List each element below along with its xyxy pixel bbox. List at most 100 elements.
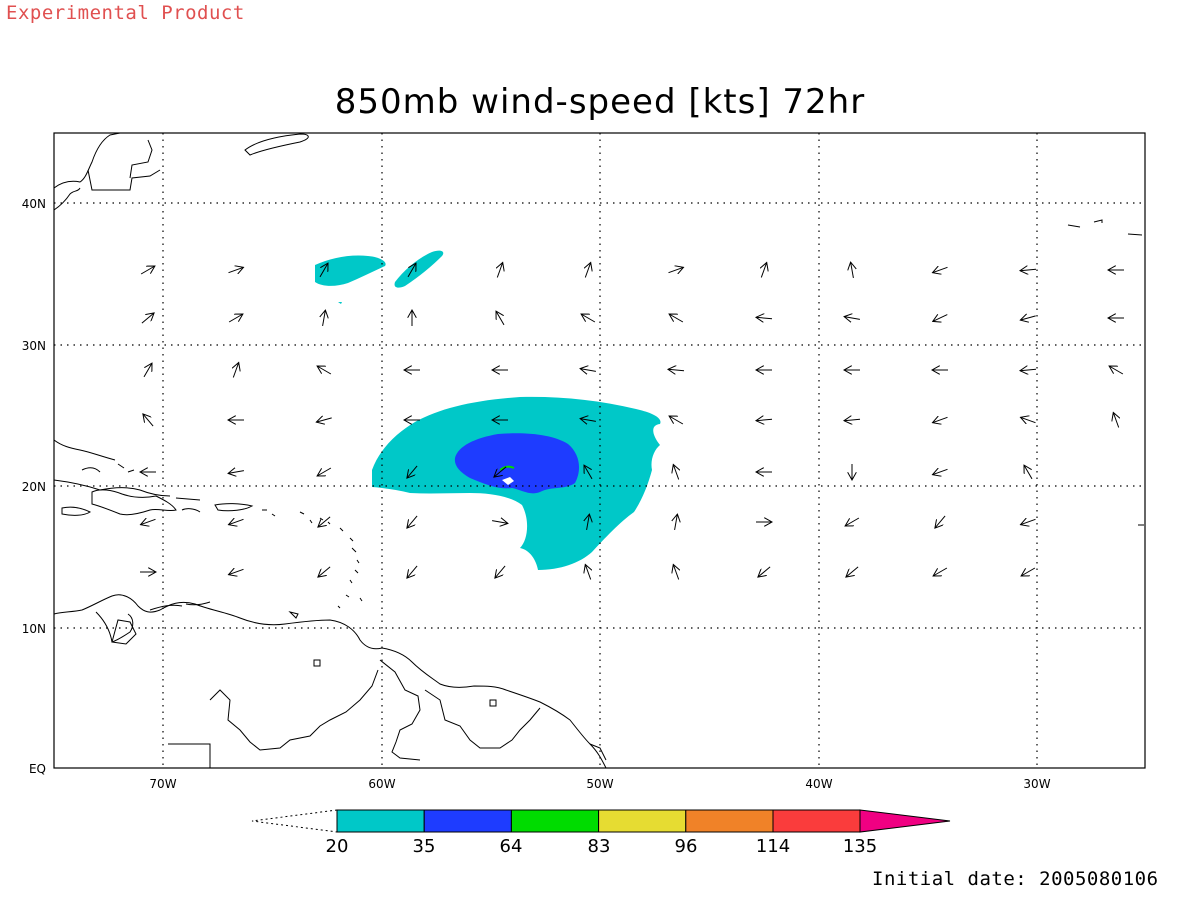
lon-label-40w: 40W (805, 777, 832, 791)
wind-vector (1021, 567, 1036, 576)
wind-vector (1020, 369, 1037, 370)
wind-vector (585, 565, 590, 580)
wind-vector (317, 467, 332, 476)
lon-label-60w: 60W (368, 777, 395, 791)
lat-label-10n: 10N (22, 622, 46, 636)
wind-vector (143, 414, 154, 427)
wind-vector (935, 515, 946, 528)
wind-vector (494, 466, 507, 477)
wind-vector (143, 363, 152, 378)
colorbar-tick-35: 35 (413, 836, 436, 857)
wind-vector (492, 521, 508, 524)
wind-vector (1113, 413, 1118, 428)
wind-vector (669, 314, 684, 323)
wind-vector (758, 566, 771, 577)
wind-vector (318, 516, 331, 527)
wind-vector (1020, 316, 1036, 320)
lon-label-30w: 30W (1023, 777, 1050, 791)
wind-vector (673, 465, 678, 480)
wind-vector (228, 314, 243, 323)
lon-label-70w: 70W (149, 777, 176, 791)
colorbar-box (772, 809, 861, 833)
lat-label-40n: 40N (22, 197, 46, 211)
wind-vector (756, 419, 773, 420)
wind-vector (1109, 366, 1124, 375)
shade-35-64 (454, 433, 580, 494)
wind-vector (233, 363, 238, 378)
wind-vector (844, 317, 860, 320)
colorbar-tick-64: 64 (500, 836, 523, 857)
map-title: 850mb wind-speed [kts] 72hr (334, 82, 866, 122)
wind-vector (141, 519, 156, 524)
wind-vector (846, 566, 859, 577)
wind-vector (587, 514, 590, 530)
colorbar-right-triangle (859, 809, 951, 833)
colorbar-box (336, 809, 425, 833)
initial-date-label: Initial date: 2005080106 (872, 868, 1159, 890)
lat-label-eq: EQ (29, 762, 46, 776)
wind-vector (668, 267, 684, 272)
wind-vector (585, 263, 590, 278)
wind-vector (580, 369, 596, 372)
wind-vector (675, 514, 678, 530)
colorbar: 20 35 64 83 96 114 135 (251, 809, 951, 857)
colorbar-tick-114: 114 (756, 836, 790, 857)
wind-vector (1024, 465, 1033, 480)
shade-20-35 (315, 250, 661, 570)
wind-vector (229, 569, 244, 574)
wind-vector (933, 417, 948, 422)
wind-vector (933, 567, 948, 576)
wind-vector (851, 262, 854, 278)
colorbar-tick-96: 96 (675, 836, 698, 857)
wind-vector (497, 263, 502, 278)
wind-vector (761, 263, 766, 278)
colorbar-box (423, 809, 512, 833)
wind-vector (933, 267, 948, 272)
wind-vector (317, 366, 332, 375)
wind-vector (318, 566, 331, 577)
wind-vector (669, 416, 684, 425)
wind-vector (1021, 519, 1036, 524)
wind-vector (141, 313, 154, 324)
colorbar-tick-20: 20 (326, 836, 349, 857)
wind-vector (584, 465, 593, 480)
coastlines (54, 133, 1144, 768)
wind-vector (580, 419, 596, 422)
colorbar-box (685, 809, 774, 833)
wind-vector (407, 465, 418, 478)
wind-vector (407, 263, 416, 278)
wind-vector (229, 519, 244, 524)
wind-vector (319, 263, 328, 278)
axis-labels: 70W 60W 50W 40W 30W 40N 30N 20N 10N EQ (22, 197, 1051, 791)
colorbar-left-triangle (251, 809, 338, 833)
wind-vector (933, 315, 948, 322)
wind-vector (1020, 269, 1037, 270)
wind-vector (407, 565, 418, 578)
wind-vectors (140, 262, 1124, 580)
lat-label-30n: 30N (22, 339, 46, 353)
wind-vector (845, 517, 860, 526)
wind-vector (1021, 417, 1036, 422)
wind-vector (668, 369, 685, 370)
wind-vector (933, 469, 948, 474)
wind-vector (756, 317, 773, 318)
wind-vector (323, 310, 326, 326)
experimental-product-label: Experimental Product (6, 2, 245, 24)
wind-vector (581, 314, 596, 323)
map-frame (53, 132, 1146, 769)
colorbar-box (598, 809, 687, 833)
wind-vector (407, 515, 418, 528)
colorbar-tick-135: 135 (843, 836, 877, 857)
wind-vector (673, 565, 678, 580)
wind-vector (495, 565, 506, 578)
wind-vector (844, 419, 861, 420)
wind-vector (496, 311, 505, 326)
wind-vector (228, 471, 244, 474)
lat-label-20n: 20N (22, 480, 46, 494)
wind-vector (140, 266, 155, 275)
wind-vector (316, 418, 332, 422)
wind-vector (228, 267, 244, 272)
colorbar-box (510, 809, 600, 833)
colorbar-tick-83: 83 (588, 836, 611, 857)
